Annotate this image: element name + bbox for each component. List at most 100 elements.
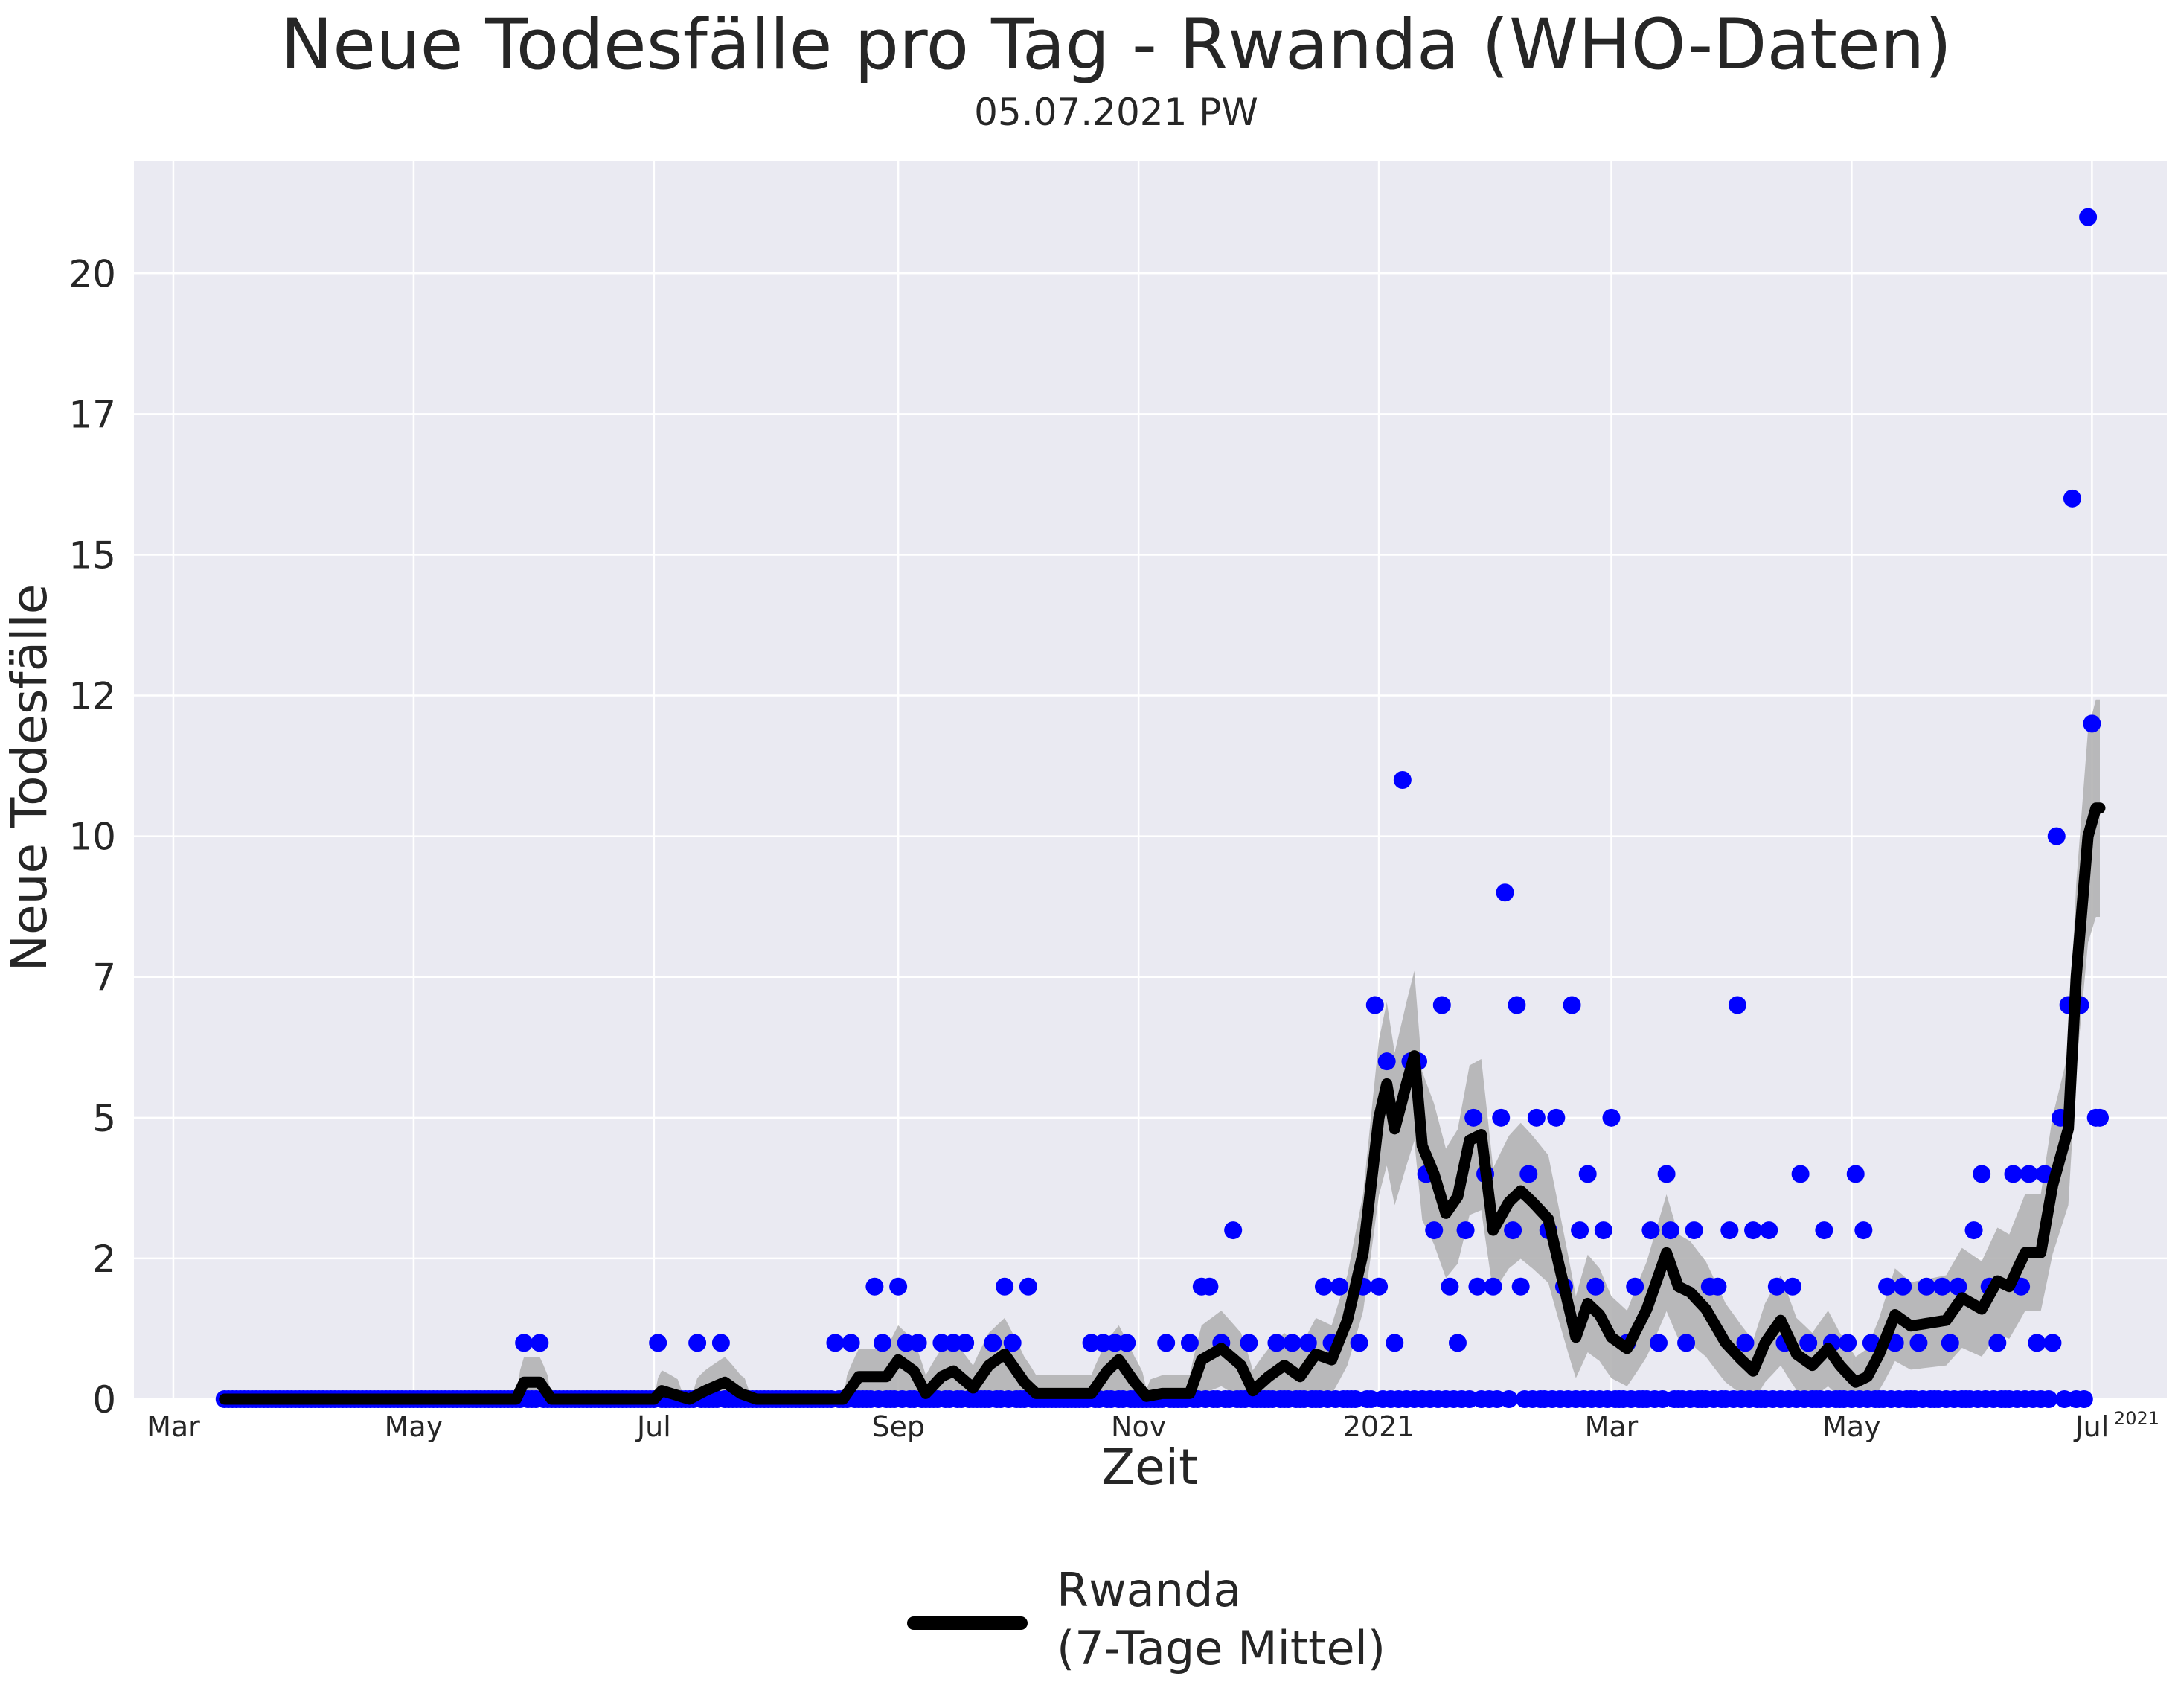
data-point [2090,1108,2109,1127]
data-point [1492,1108,1511,1127]
data-point [1870,1390,1889,1408]
data-point [1641,1221,1660,1240]
data-point [1626,1277,1644,1296]
data-point [2028,1334,2046,1352]
x-tick-label: Sep [871,1410,925,1443]
data-point [1535,1390,1554,1408]
data-point [1685,1221,1703,1240]
data-point [1815,1221,1833,1240]
x-ticks: Mar May Jul Sep Nov 2021 Mar May Jul [147,1410,2109,1443]
y-tick-label: 20 [68,252,116,295]
data-point [1839,1334,1857,1352]
data-point [1330,1277,1349,1296]
data-point [1767,1277,1786,1296]
data-point [1973,1165,1991,1183]
data-point [1760,1221,1778,1240]
x-tick-label: Mar [147,1410,200,1443]
data-point [1200,1277,1219,1296]
x-tick-label: Jul [635,1410,671,1443]
data-point [1736,1334,1755,1352]
data-point [1578,1165,1597,1183]
data-point [1314,1277,1333,1296]
data-point [1988,1334,2007,1352]
data-point [1846,1165,1865,1183]
x-tick-label: 2021 [1343,1410,1415,1443]
data-point [1925,1390,1944,1408]
data-point [1456,1221,1475,1240]
data-point [1504,1221,1522,1240]
data-point [2040,1390,2058,1408]
data-point [1441,1277,1459,1296]
data-point [1964,1221,1983,1240]
data-point [2047,827,2066,845]
data-point [1267,1334,1286,1352]
data-point [1708,1277,1727,1296]
data-point [1157,1334,1176,1352]
data-point [1180,1334,1199,1352]
data-point [1933,1277,1952,1296]
data-point [1571,1221,1589,1240]
data-point [1484,1277,1502,1296]
data-point [1118,1334,1136,1352]
data-point [956,1334,975,1352]
y-tick-label: 17 [68,393,116,436]
data-point [1610,1390,1629,1408]
data-point [1807,1390,1825,1408]
data-point [515,1334,534,1352]
data-point [1894,1277,1912,1296]
data-point [1468,1277,1487,1296]
data-point [1650,1334,1668,1352]
data-point [1393,771,1412,789]
data-point [1799,1334,1818,1352]
data-point [1831,1390,1849,1408]
data-point [1657,1165,1676,1183]
y-tick-label: 2 [92,1238,116,1281]
data-point [996,1277,1014,1296]
legend-label-line1: Rwanda [1057,1563,1241,1617]
data-point [1365,996,1384,1014]
mean-line [219,802,2106,1405]
x-tick-label: May [1822,1410,1881,1443]
x-tick-label: Jul [2073,1410,2109,1443]
data-point [688,1334,707,1352]
data-point [649,1334,667,1352]
y-tick-label: 10 [68,816,116,859]
data-point [1791,1165,1810,1183]
series-line [219,802,2106,1405]
data-point [1633,1390,1652,1408]
data-point [1425,1221,1444,1240]
data-point [2063,489,2081,508]
data-point [1941,1334,1959,1352]
data-point [1586,1277,1605,1296]
legend: Rwanda (7-Tage Mittel) [907,1563,1386,1675]
y-tick-label: 7 [92,956,116,999]
data-point [1547,1108,1566,1127]
data-point [1377,1052,1396,1071]
data-point [1784,1277,1802,1296]
data-point [2079,208,2098,226]
y-tick-label: 0 [92,1378,116,1421]
data-point [1496,883,1514,902]
data-point [909,1334,927,1352]
chart-subtitle: 05.07.2021 PW [974,91,1258,134]
data-point [2083,714,2101,733]
data-point [889,1277,908,1296]
data-point [1464,1108,1483,1127]
data-point [1527,1108,1546,1127]
data-point [1752,1390,1770,1408]
data-point [1508,996,1526,1014]
data-point [711,1334,730,1352]
data-point [1744,1221,1763,1240]
data-point [1862,1334,1880,1352]
data-point [1240,1334,1258,1352]
data-point [1661,1221,1679,1240]
data-point [984,1334,1002,1352]
data-point [1511,1277,1530,1296]
y-axis-label: Neue Todesfälle [1,584,58,972]
data-point [1350,1334,1368,1352]
x-axis-label: Zeit [1101,1439,1198,1496]
data-point [1854,1221,1873,1240]
y-ticks: 0 2 5 7 10 12 15 17 20 [68,252,116,1421]
data-point [1432,996,1451,1014]
data-point [1386,1334,1404,1352]
